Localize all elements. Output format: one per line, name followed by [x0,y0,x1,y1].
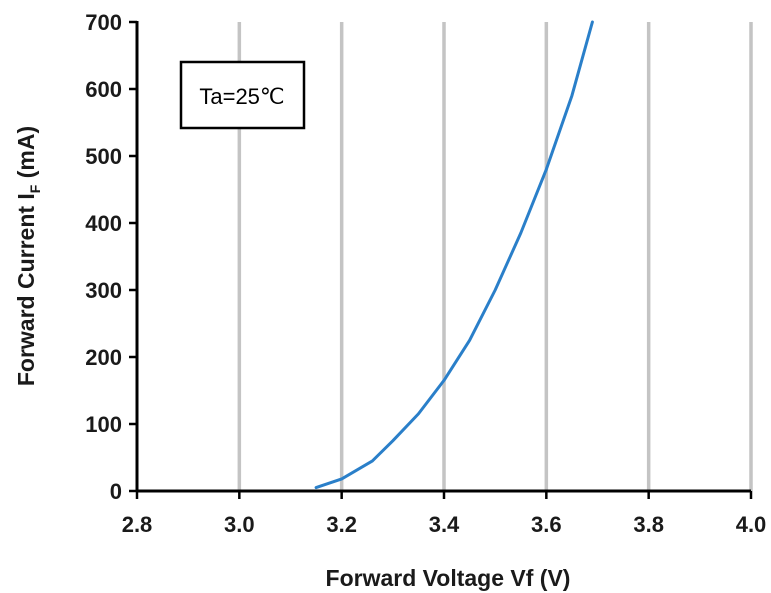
x-tick-label-4: 3.6 [531,512,562,537]
y-tick-label-4: 400 [85,211,122,236]
y-axis-label: Forward Current IF (mA) [13,126,43,386]
y-tick-label-5: 500 [85,144,122,169]
annotation-box: Ta=25℃ [179,60,306,130]
y-axis-label-unit: (mA) [13,126,39,185]
y-tick-label-7: 700 [85,10,122,35]
annotation-box-border [179,60,306,130]
annotation-text: Ta=25℃ [199,84,284,109]
x-tick-label-6: 4.0 [736,512,767,537]
y-tick-label-3: 300 [85,278,122,303]
y-tick-label-2: 200 [85,345,122,370]
x-axis-label: Forward Voltage Vf (V) [326,565,571,591]
y-tick-label-0: 0 [110,479,122,504]
y-axis-label-subscript: F [27,184,43,193]
x-tick-label-3: 3.4 [429,512,460,537]
x-tick-labels: 2.8 3.0 3.2 3.4 3.6 3.8 4.0 [122,491,767,537]
x-tick-label-0: 2.8 [122,512,153,537]
y-axis-label-main: Forward Current I [13,193,39,386]
x-tick-label-1: 3.0 [224,512,255,537]
y-tick-label-6: 600 [85,77,122,102]
x-tick-label-5: 3.8 [633,512,664,537]
grid-lines [237,22,753,491]
y-tick-label-1: 100 [85,412,122,437]
series-layer [314,20,594,490]
y-tick-labels: 0 100 200 300 400 500 600 700 [85,10,137,504]
x-tick-label-2: 3.2 [326,512,357,537]
series-line-0 [314,20,594,490]
